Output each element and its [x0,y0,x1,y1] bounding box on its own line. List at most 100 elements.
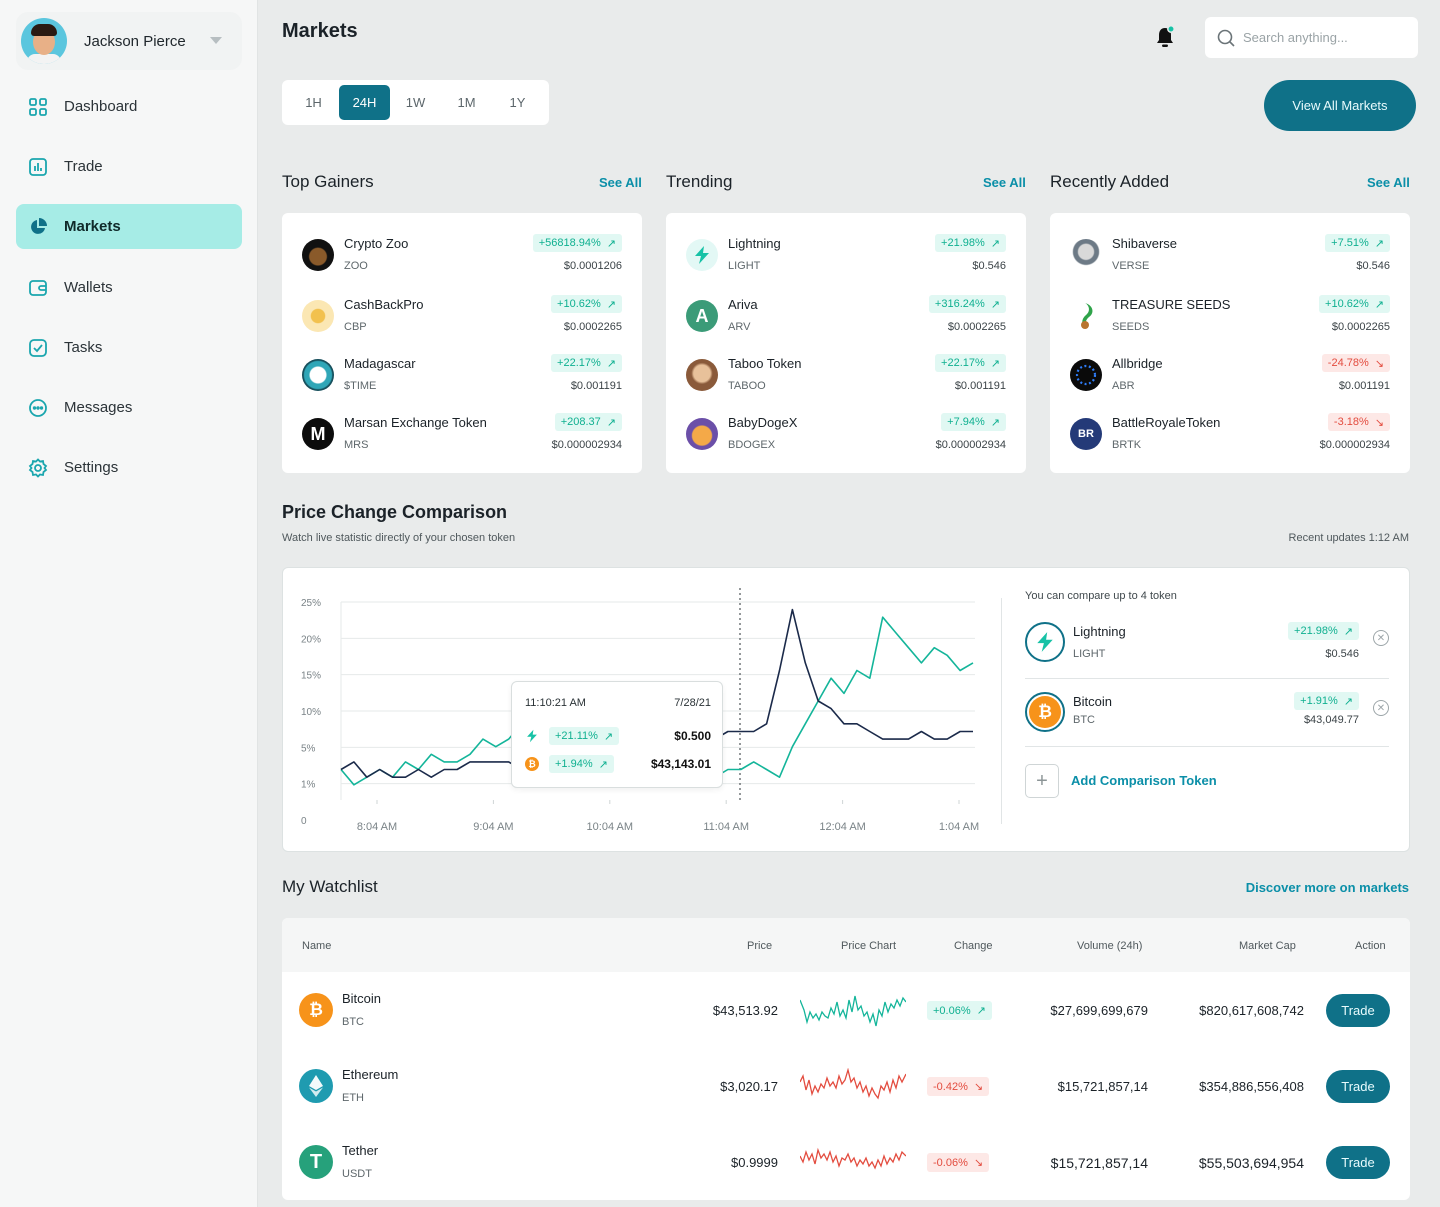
timeframe-1h[interactable]: 1H [305,95,322,110]
arrow-up-right-icon: ↗ [990,237,1000,250]
change-badge: +316.24% ↗ [928,295,1006,313]
user-profile[interactable]: Jackson Pierce [16,12,242,70]
bitcoin-logo: ₿ [1025,692,1065,732]
sidebar: Jackson Pierce Dashboard Trade Markets W… [0,0,258,1207]
sidebar-item-messages[interactable]: Messages [16,385,242,430]
arrow-up-right-icon: ↗ [606,237,616,250]
compare-item-bitcoin: ₿ Bitcoin BTC +1.91% ↗ $43,049.77 ✕ [1025,692,1389,752]
list-item[interactable]: Crypto Zoo ZOO +56818.94% ↗ $0.0001206 [302,234,622,284]
list-item[interactable]: Shibaverse VERSE +7.51% ↗ $0.546 [1070,234,1390,284]
sidebar-item-label: Trade [64,158,103,175]
top-gainers-card: Crypto Zoo ZOO +56818.94% ↗ $0.0001206 Ca… [282,213,642,473]
coin-volume: $15,721,857,14 [1057,1079,1148,1094]
token-symbol: VERSE [1112,260,1150,272]
section-title-top-gainers: Top Gainers [282,172,374,191]
token-symbol: BDOGEX [728,439,776,451]
wallet-icon [29,279,47,296]
bell-icon[interactable] [1154,25,1176,49]
see-all-trending-link[interactable]: See All [983,175,1026,190]
token-symbol: LIGHT [1073,648,1106,660]
search-input[interactable] [1243,30,1403,45]
column-header: Name [302,940,332,952]
arrow-down-right-icon: ↘ [1374,416,1384,429]
token-price: $0.546 [1325,648,1359,660]
sidebar-item-wallets[interactable]: Wallets [16,265,242,310]
token-name: Shibaverse [1112,236,1178,251]
sidebar-item-dashboard[interactable]: Dashboard [16,84,242,129]
chevron-down-icon[interactable] [210,37,222,44]
coin-price: $3,020.17 [720,1079,778,1094]
bitcoin-icon: ₿ [525,757,539,771]
lightning-logo [1025,622,1065,662]
coin-name: Bitcoin [342,991,382,1006]
token-symbol: ABR [1112,380,1135,392]
checkbox-icon [29,338,47,357]
see-all-recently-added-link[interactable]: See All [1367,175,1410,190]
coin-volume: $27,699,699,679 [1050,1003,1148,1018]
change-badge: +21.98% ↗ [935,234,1006,252]
token-symbol: BRTK [1112,439,1142,451]
list-item[interactable]: BR BattleRoyaleToken BRTK -3.18% ↘ $0.000… [1070,413,1390,463]
list-item[interactable]: Lightning LIGHT +21.98% ↗ $0.546 [686,234,1006,284]
gear-icon [28,457,48,478]
search-box[interactable] [1205,17,1418,58]
discover-markets-link[interactable]: Discover more on markets [1245,880,1409,895]
view-all-markets-button[interactable]: View All Markets [1264,80,1416,131]
column-header: Action [1355,940,1386,952]
change-badge: +1.91% ↗ [1294,692,1359,710]
remove-compare-icon[interactable]: ✕ [1373,700,1389,716]
list-item[interactable]: Taboo Token TABOO +22.17% ↗ $0.001191 [686,354,1006,404]
token-price: $43,049.77 [1303,714,1359,726]
sidebar-item-settings[interactable]: Settings [16,445,242,490]
token-symbol: ZOO [344,260,368,272]
price-sparkline [800,1147,906,1170]
compare-item-lightning: Lightning LIGHT +21.98% ↗ $0.546 ✕ [1025,622,1389,682]
list-item[interactable]: CashBackPro CBP +10.62% ↗ $0.0002265 [302,295,622,345]
sidebar-item-tasks[interactable]: Tasks [16,325,242,370]
sidebar-item-trade[interactable]: Trade [16,144,242,189]
tooltip-value: $43,143.01 [650,757,711,771]
timeframe-24h[interactable]: 24H [339,85,390,120]
timeframe-1m[interactable]: 1M [457,95,476,110]
change-badge: +7.94% ↗ [941,413,1006,431]
recently-added-card: Shibaverse VERSE +7.51% ↗ $0.546 TREASURE… [1050,213,1410,473]
see-all-top-gainers-link[interactable]: See All [599,175,642,190]
coin-name: Tether [342,1143,379,1158]
remove-compare-icon[interactable]: ✕ [1373,630,1389,646]
add-compare-link[interactable]: Add Comparison Token [1071,773,1217,788]
list-item[interactable]: TREASURE SEEDS SEEDS +10.62% ↗ $0.0002265 [1070,295,1390,345]
timeframe-1y[interactable]: 1Y [509,95,526,110]
sidebar-item-label: Messages [64,399,133,416]
change-badge: +7.51% ↗ [1325,234,1390,252]
token-name: Bitcoin [1073,694,1113,709]
list-item[interactable]: Allbridge ABR -24.78% ↘ $0.001191 [1070,354,1390,404]
change-badge: -24.78% ↘ [1321,354,1390,372]
add-compare-button[interactable]: + [1025,764,1059,798]
list-item[interactable]: A Ariva ARV +316.24% ↗ $0.0002265 [686,295,1006,345]
list-item[interactable]: BabyDogeX BDOGEX +7.94% ↗ $0.000002934 [686,413,1006,463]
trade-button[interactable]: Trade [1326,1070,1390,1103]
token-name: Lightning [728,236,781,251]
x-tick-label: 1:04 AM [939,821,979,833]
token-price: $0.000002934 [935,439,1006,451]
sidebar-item-label: Wallets [64,279,113,296]
x-tick-label: 11:04 AM [703,821,749,833]
crypto-zoo-logo [302,239,334,271]
timeframe-1w[interactable]: 1W [405,95,426,110]
list-item[interactable]: M Marsan Exchange Token MRS +208.37 ↗ $0.… [302,413,622,463]
token-symbol: BTC [1073,714,1095,726]
sidebar-item-markets[interactable]: Markets [16,204,242,249]
trade-button[interactable]: Trade [1326,994,1390,1027]
token-symbol: TABOO [728,380,766,392]
column-header: Price Chart [841,940,897,952]
coin-symbol: ETH [342,1092,364,1104]
list-item[interactable]: Madagascar $TIME +22.17% ↗ $0.001191 [302,354,622,404]
tooltip-row-lightning: +21.11% ↗ $0.500 [525,727,711,747]
section-title-trending: Trending [666,172,733,191]
trade-button[interactable]: Trade [1326,1146,1390,1179]
shibaverse-logo [1070,239,1102,271]
coin-symbol: BTC [342,1016,364,1028]
chart-bars-icon [29,157,47,176]
token-price: $0.0002265 [947,321,1006,333]
lightning-logo [686,239,718,271]
